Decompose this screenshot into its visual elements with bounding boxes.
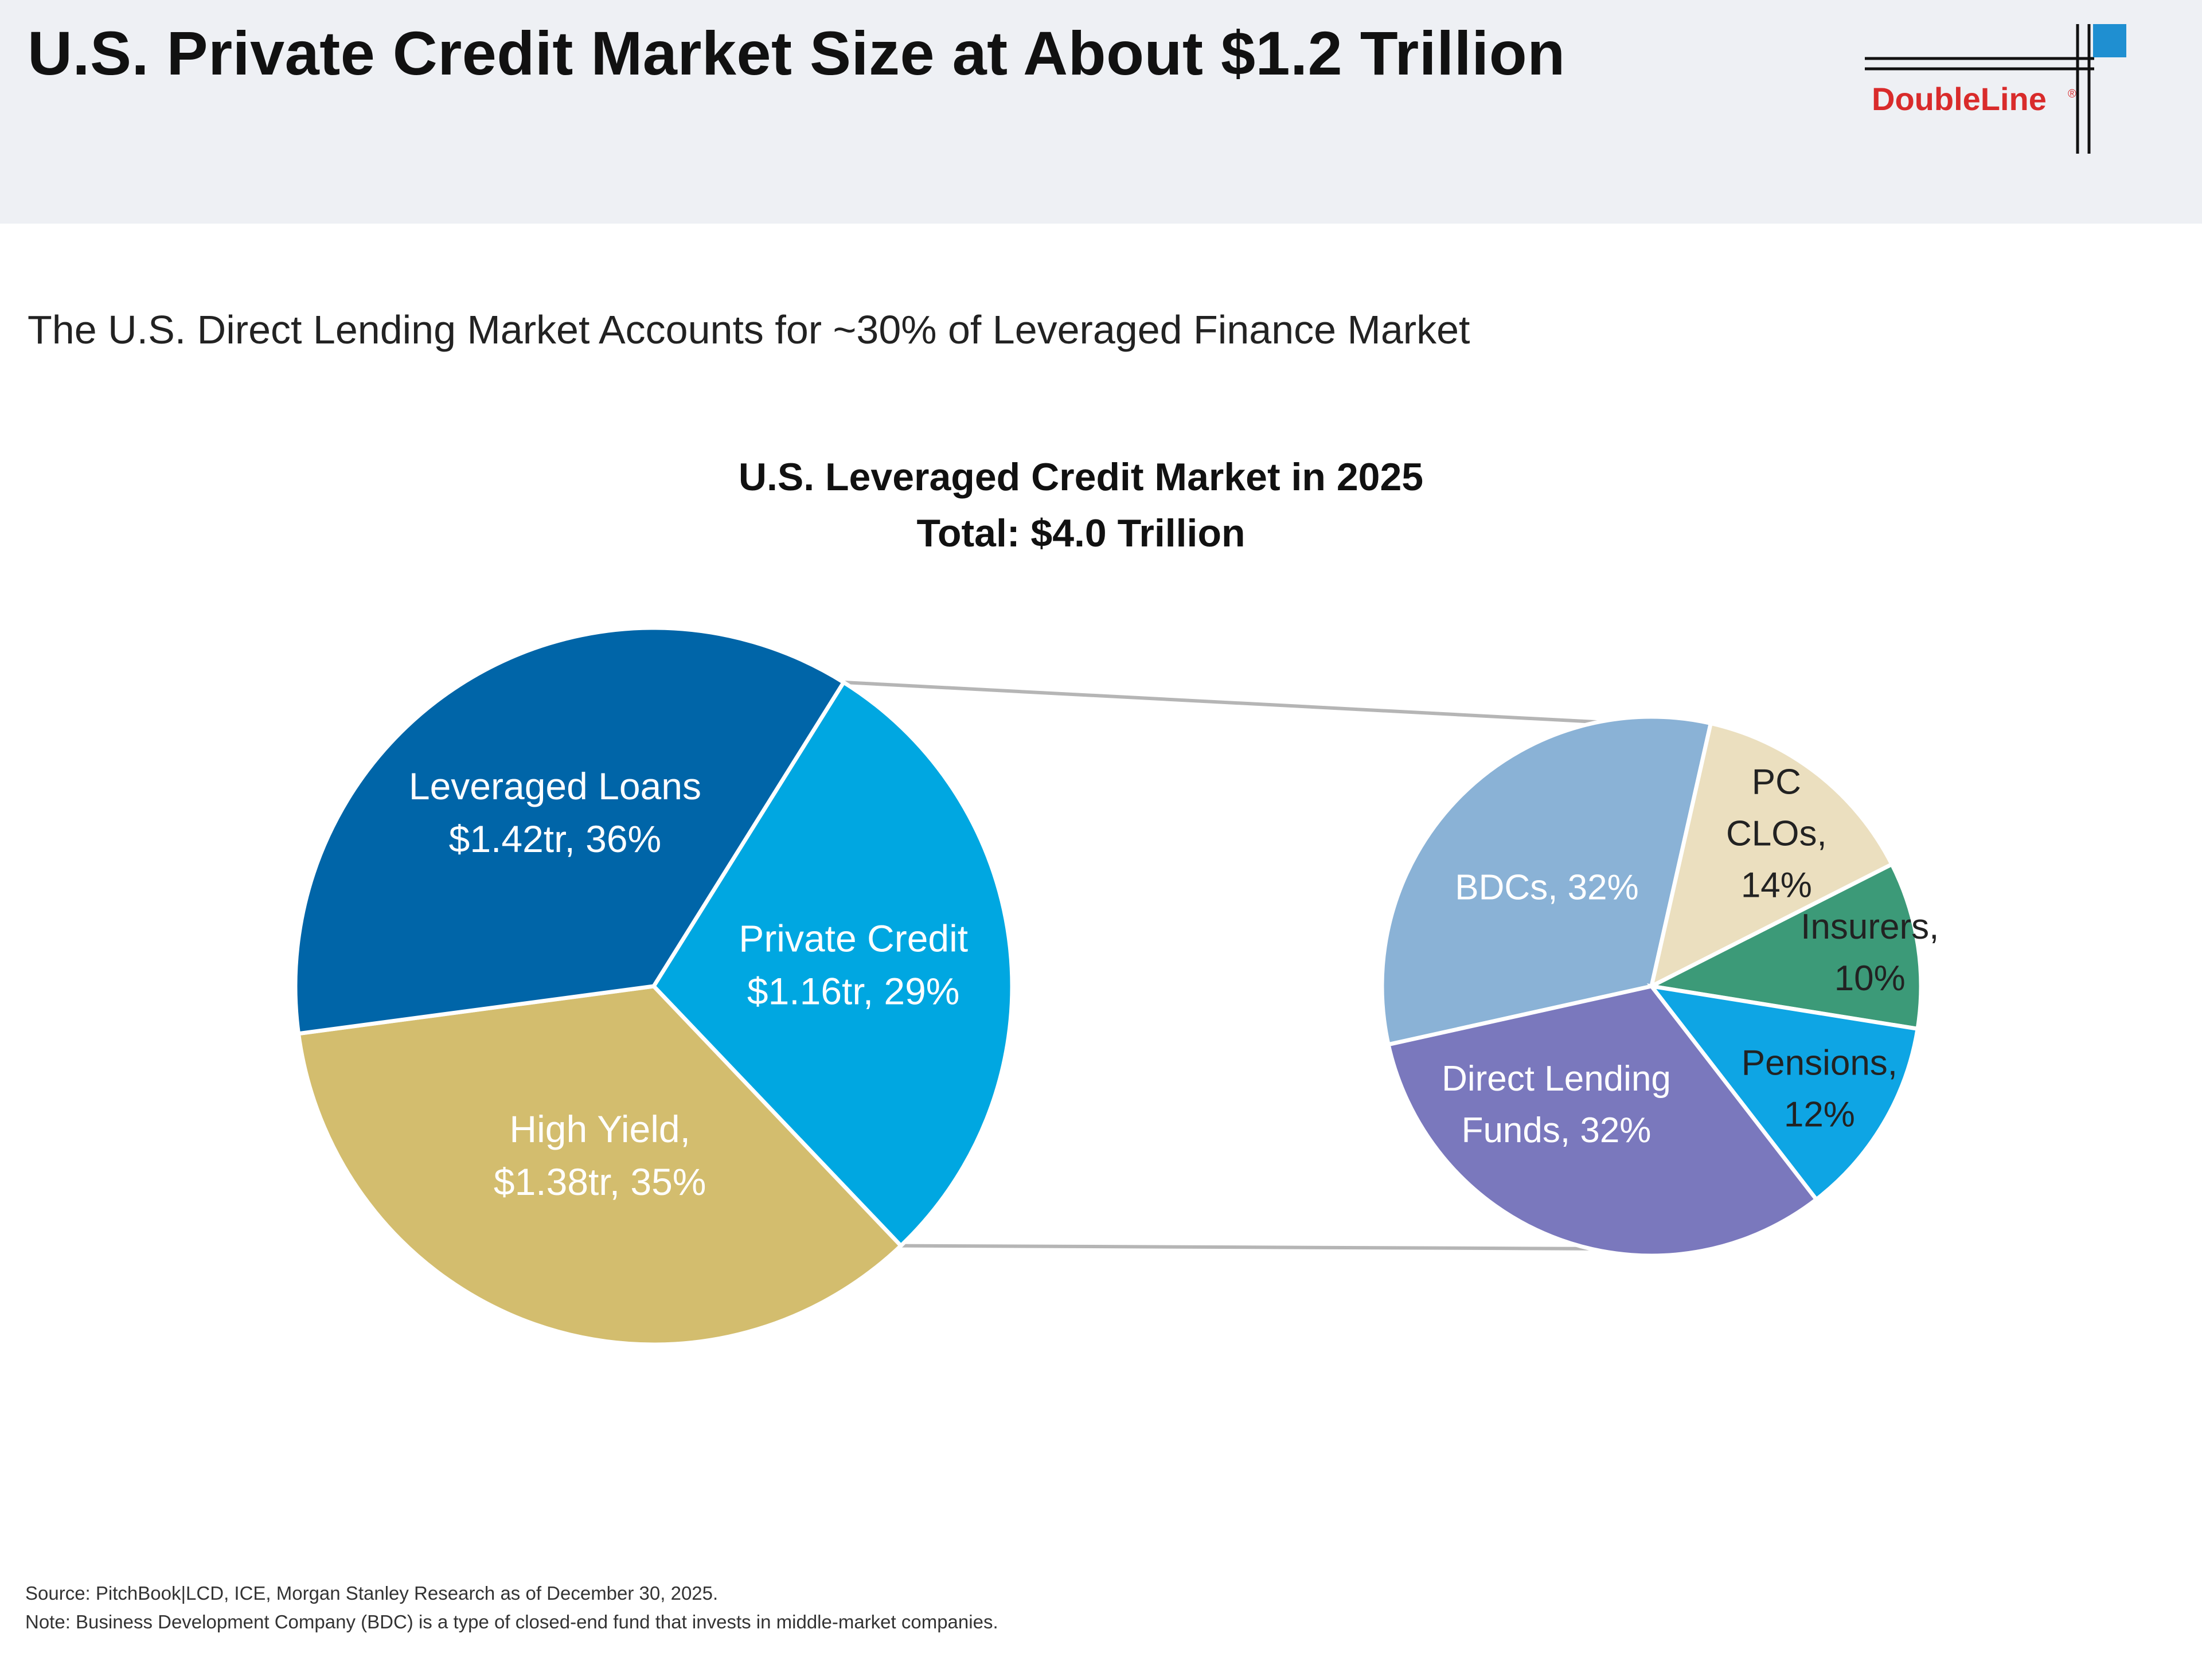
data-label-direct-lending-funds-line-2: Funds, 32%: [1462, 1111, 1652, 1150]
connector-line-top: [844, 680, 1629, 725]
pie-slice-private-credit: [651, 679, 1014, 1249]
pie-slice-bdcs: [1380, 714, 1713, 1047]
connector-line-bottom: [900, 1244, 1618, 1251]
chart-subtitle: Total: $4.0 Trillion: [916, 511, 1245, 555]
source-footnote: Source: PitchBook|LCD, ICE, Morgan Stanl…: [25, 1583, 719, 1604]
pie-slice-leveraged-loans: [293, 626, 847, 1036]
data-label-pensions-line-2: 12%: [1784, 1095, 1855, 1135]
leveraged-credit-pie-charts: U.S. Leveraged Credit Market in 2025 Tot…: [293, 455, 1939, 1347]
page-title: U.S. Private Credit Market Size at About…: [28, 18, 1565, 88]
pie-slice-insurers: [1645, 861, 1923, 1032]
private-credit-breakdown-pie: BDCs, 32% PC CLOs, 14%Insurers, 10% Pensions,…: [1380, 714, 1939, 1258]
data-label-private-credit-line-1: Private Credit: [739, 917, 968, 960]
slide-subtitle: The U.S. Direct Lending Market Accounts …: [28, 307, 1470, 352]
logo-square: [2093, 24, 2126, 57]
data-label-pc-clos-line-1: PC: [1752, 763, 1801, 802]
logo-text: DoubleLine: [1872, 81, 2047, 117]
data-label-private-credit-line-2: $1.16tr, 29%: [747, 970, 960, 1013]
logo-registered-mark: ®: [2068, 88, 2076, 100]
pie-slice-pensions: [1646, 983, 1920, 1202]
data-label-pc-clos-line-3: 14%: [1741, 866, 1812, 905]
data-label-leveraged-loans-line-2: $1.42tr, 36%: [449, 818, 662, 860]
data-label-bdcs-line-1: BDCs, 32%: [1455, 868, 1638, 908]
header-band: [0, 0, 2202, 224]
data-label-pc-clos-line-2: CLOs,: [1726, 814, 1827, 854]
data-label-high-yield-line-2: $1.38tr, 35%: [494, 1161, 706, 1203]
data-label-insurers-line-2: 10%: [1834, 959, 1906, 998]
data-label-pensions-line-1: Pensions,: [1742, 1044, 1898, 1083]
note-footnote: Note: Business Development Company (BDC)…: [25, 1611, 998, 1632]
pie-slice-high-yield: [296, 984, 904, 1347]
data-label-leveraged-loans-line-1: Leveraged Loans: [409, 765, 701, 807]
data-label-high-yield-line-1: High Yield,: [509, 1108, 690, 1150]
chart-title: U.S. Leveraged Credit Market in 2025: [739, 455, 1423, 499]
data-label-direct-lending-funds-line-1: Direct Lending: [1442, 1059, 1671, 1099]
data-label-insurers-line-1: Insurers,: [1801, 907, 1939, 947]
pie-slice-pc-clos: [1648, 721, 1895, 990]
breakdown-connector-lines: [844, 680, 1629, 1251]
pie-slice-direct-lending-funds: [1385, 984, 1820, 1258]
doubleline-logo: DoubleLine ®: [1865, 24, 2126, 154]
main-pie: Private Credit $1.16tr, 29% High Yield, $1.…: [293, 626, 1014, 1347]
